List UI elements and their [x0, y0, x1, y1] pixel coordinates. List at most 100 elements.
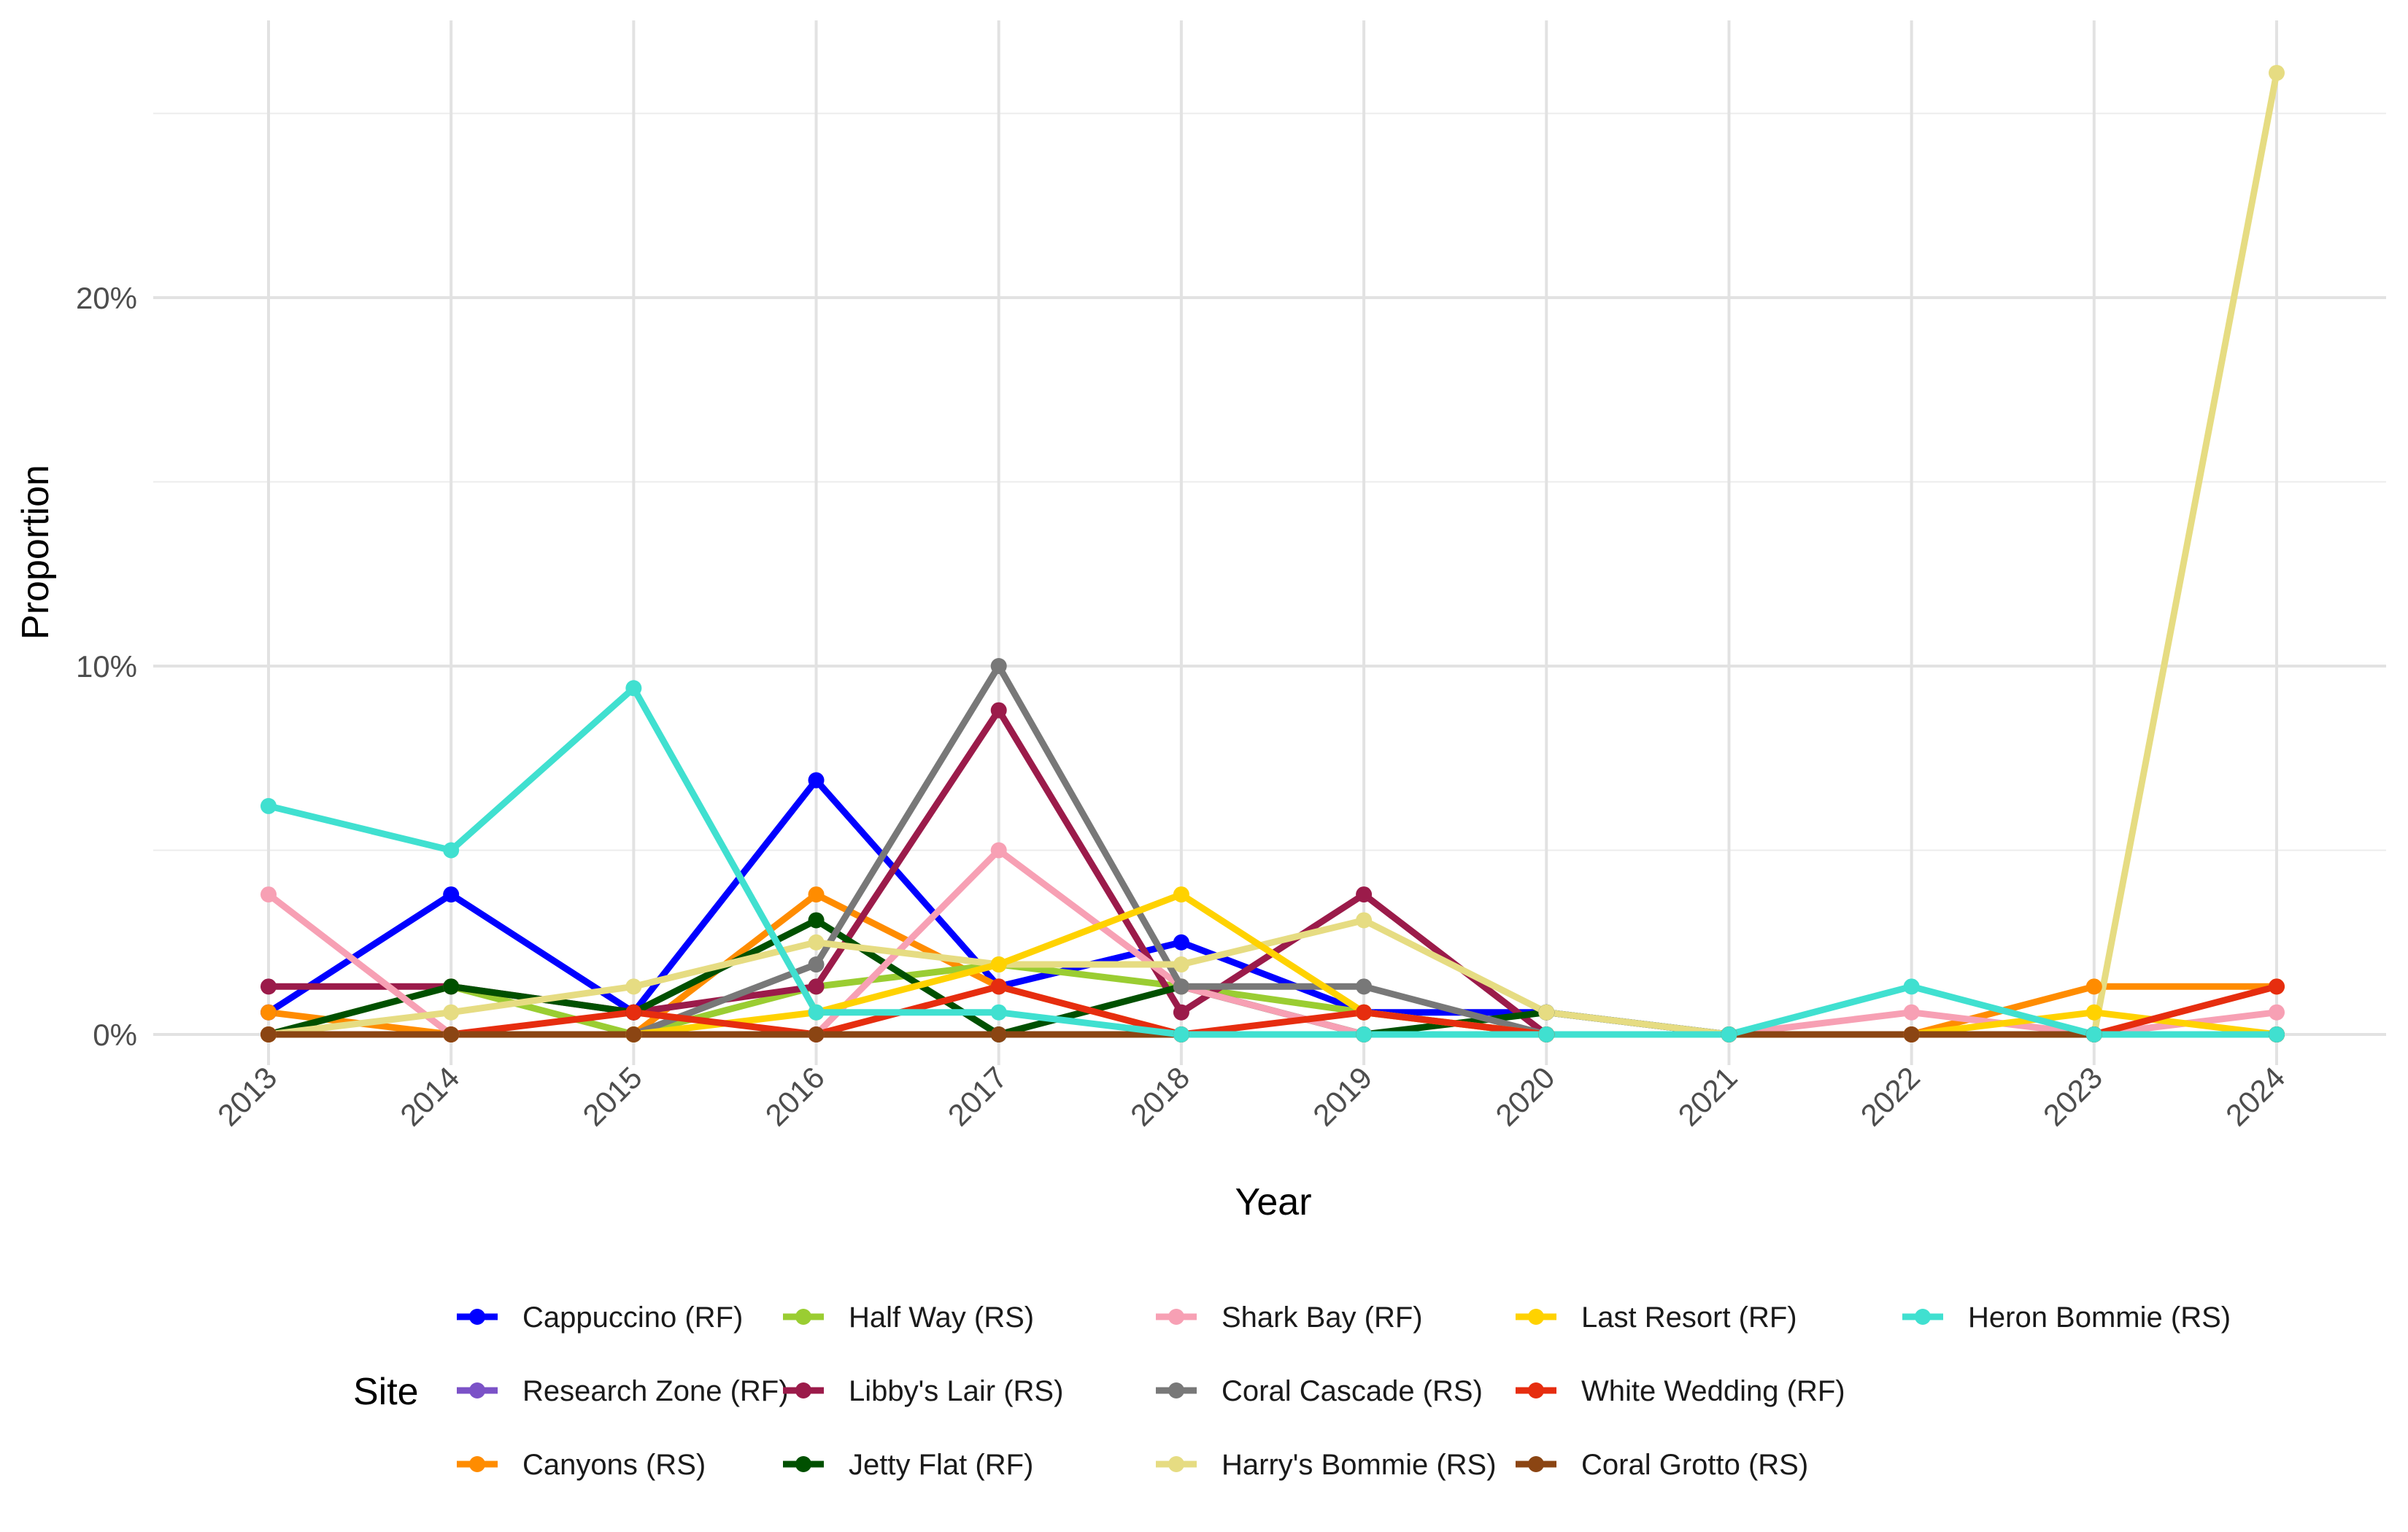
data-point: [443, 978, 460, 995]
x-tick-label: 2016: [759, 1060, 831, 1132]
y-tick-label: 0%: [93, 1018, 137, 1052]
x-tick-label: 2013: [211, 1060, 283, 1132]
data-point: [1356, 886, 1373, 903]
data-point: [625, 680, 642, 697]
x-axis-ticks: 2013 2014 2015 2016 2017 2018 2019 2020 2021 2022…: [211, 1060, 2291, 1132]
series-lines: [266, 72, 2280, 1038]
x-tick-label: 2019: [1306, 1060, 1378, 1132]
data-point: [1903, 1004, 1920, 1021]
data-point: [2269, 978, 2285, 995]
data-point: [2269, 64, 2285, 81]
data-point: [1903, 1026, 1920, 1042]
legend-label: Shark Bay (RF): [1222, 1301, 1423, 1334]
data-point: [261, 1026, 277, 1042]
legend-key-point: [1168, 1382, 1184, 1398]
x-tick-label: 2014: [393, 1060, 466, 1132]
y-tick-label: 20%: [76, 281, 137, 315]
data-point: [808, 1004, 825, 1021]
legend-key-point: [1168, 1456, 1184, 1472]
data-point: [1903, 978, 1920, 995]
data-point: [808, 978, 825, 995]
data-point: [1538, 1026, 1555, 1042]
data-point: [808, 886, 825, 903]
y-tick-label: 10%: [76, 649, 137, 684]
legend-label: Coral Cascade (RS): [1222, 1375, 1483, 1407]
legend-label: Research Zone (RF): [522, 1375, 789, 1407]
data-point: [990, 702, 1007, 719]
data-point: [990, 956, 1007, 973]
legend-key-point: [469, 1309, 485, 1325]
data-point: [990, 842, 1007, 859]
data-point: [808, 772, 825, 789]
data-point: [1173, 1004, 1189, 1021]
data-point: [2085, 1004, 2102, 1021]
x-tick-label: 2024: [2219, 1060, 2291, 1132]
data-point: [1538, 1004, 1555, 1021]
x-axis-title: Year: [1235, 1181, 1311, 1223]
data-point: [1173, 886, 1189, 903]
data-point: [1356, 912, 1373, 929]
data-point: [2085, 978, 2102, 995]
legend-label: Canyons (RS): [522, 1449, 706, 1481]
data-point: [2269, 1026, 2285, 1042]
major-gridlines: [153, 20, 2386, 1065]
data-point: [1173, 956, 1189, 973]
x-tick-label: 2015: [576, 1060, 648, 1132]
legend-label: Half Way (RS): [849, 1301, 1034, 1334]
legend-label: Coral Grotto (RS): [1581, 1449, 1808, 1481]
data-point: [443, 842, 460, 859]
minor-gridlines: [153, 112, 2386, 851]
legend-label: Harry's Bommie (RS): [1222, 1449, 1497, 1481]
data-point: [1356, 1026, 1373, 1042]
legend-label: White Wedding (RF): [1581, 1375, 1845, 1407]
legend-label: Jetty Flat (RF): [849, 1449, 1033, 1481]
x-tick-label: 2023: [2037, 1060, 2109, 1132]
legend-key-point: [1528, 1456, 1544, 1472]
data-point: [443, 1026, 460, 1042]
data-point: [2269, 1004, 2285, 1021]
data-point: [261, 978, 277, 995]
data-point: [1356, 978, 1373, 995]
x-tick-label: 2022: [1854, 1060, 1926, 1132]
legend-key-point: [795, 1382, 811, 1398]
data-point: [625, 978, 642, 995]
x-tick-label: 2021: [1672, 1060, 1744, 1132]
data-point: [808, 934, 825, 951]
legend: Site Cappuccino (RF) Research Zone (RF) Ca…: [353, 1301, 2231, 1481]
legend-key-point: [1915, 1309, 1931, 1325]
data-point: [443, 886, 460, 903]
data-point: [2085, 1026, 2102, 1042]
data-point: [808, 912, 825, 929]
x-tick-label: 2018: [1124, 1060, 1196, 1132]
data-point: [1721, 1026, 1737, 1042]
legend-label: Cappuccino (RF): [522, 1301, 743, 1334]
series-line: [267, 684, 2277, 1038]
data-point: [261, 886, 277, 903]
data-point: [808, 1026, 825, 1042]
y-axis-ticks: 0% 10% 20%: [76, 281, 137, 1052]
data-point: [625, 1004, 642, 1021]
legend-label: Heron Bommie (RS): [1968, 1301, 2231, 1334]
data-point: [1173, 1026, 1189, 1042]
data-point: [990, 1026, 1007, 1042]
legend-title: Site: [353, 1371, 419, 1413]
data-point: [990, 978, 1007, 995]
data-point: [808, 956, 825, 973]
legend-key-point: [1168, 1309, 1184, 1325]
data-point: [1356, 1004, 1373, 1021]
legend-key-point: [1528, 1382, 1544, 1398]
x-tick-label: 2020: [1489, 1060, 1561, 1132]
data-point: [625, 1026, 642, 1042]
data-point: [990, 1004, 1007, 1021]
x-tick-label: 2017: [941, 1060, 1014, 1132]
series-line: [268, 72, 2280, 1038]
legend-label: Last Resort (RF): [1581, 1301, 1797, 1334]
data-point: [443, 1004, 460, 1021]
y-axis-title: Proportion: [15, 465, 57, 640]
legend-key-point: [469, 1382, 485, 1398]
legend-key-point: [1528, 1309, 1544, 1325]
series-points: [261, 64, 2285, 1042]
data-point: [261, 797, 277, 814]
data-point: [261, 1004, 277, 1021]
